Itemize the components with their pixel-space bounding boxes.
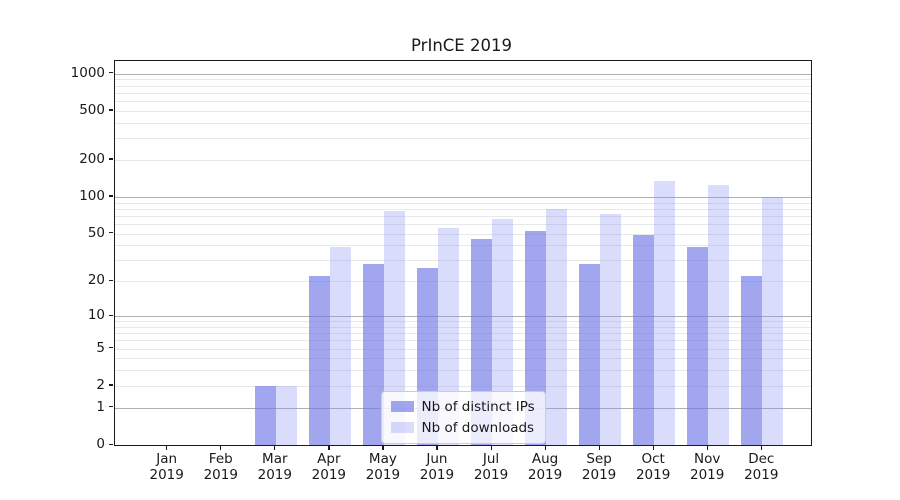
x-tick-label: May 2019	[365, 451, 401, 483]
x-tick-mark	[220, 445, 222, 450]
gridline-minor	[114, 370, 811, 372]
legend-label-downloads: Nb of downloads	[421, 419, 535, 436]
gridline-minor	[114, 340, 811, 342]
x-tick-label: Apr 2019	[311, 451, 347, 483]
gridline-minor	[114, 79, 811, 81]
legend-swatch-distinct-ips-icon	[390, 401, 414, 412]
x-tick-mark	[382, 445, 384, 450]
gridline-major	[114, 73, 811, 75]
bar-downloads	[654, 180, 676, 445]
gridline-minor	[114, 122, 811, 124]
x-tick-mark	[274, 445, 276, 450]
x-tick-label: Dec 2019	[744, 451, 779, 483]
bar-downloads	[383, 210, 405, 445]
y-tick-label: 1	[96, 398, 105, 415]
y-tick-label: 20	[87, 272, 105, 289]
y-tick-label: 500	[79, 101, 105, 118]
x-tick-mark	[328, 445, 330, 450]
y-tick-mark	[109, 384, 113, 386]
gridline-minor	[114, 208, 811, 210]
y-tick-mark	[109, 232, 113, 234]
x-tick-mark	[166, 445, 168, 450]
bar-downloads	[762, 196, 784, 445]
gridline-major	[114, 196, 811, 198]
gridline-minor	[114, 281, 811, 283]
gridline-minor	[114, 224, 811, 226]
bar-distinct-ips	[254, 385, 276, 445]
bar-distinct-ips	[362, 264, 384, 445]
bar-distinct-ips	[579, 264, 601, 445]
gridline-minor	[114, 348, 811, 350]
bar-downloads	[600, 213, 622, 445]
gridline-minor	[114, 110, 811, 112]
bar-downloads	[708, 185, 730, 445]
x-tick-label: Jan 2019	[149, 451, 184, 483]
gridline-minor	[114, 245, 811, 247]
x-tick-mark	[436, 445, 438, 450]
x-tick-mark	[544, 445, 546, 450]
y-tick-label: 100	[79, 187, 105, 204]
gridline-minor	[114, 326, 811, 328]
gridline-minor	[114, 85, 811, 87]
x-tick-label: Jun 2019	[419, 451, 455, 483]
x-tick-label: Mar 2019	[257, 451, 292, 483]
gridline-major	[114, 316, 811, 318]
y-tick-mark	[109, 406, 113, 408]
legend-swatch-downloads-icon	[390, 422, 414, 433]
y-tick-label: 1000	[70, 64, 105, 81]
x-tick-label: Aug 2019	[527, 451, 563, 483]
x-tick-label: Jul 2019	[473, 451, 509, 483]
x-tick-mark	[706, 445, 708, 450]
y-tick-mark	[109, 347, 113, 349]
legend: Nb of distinct IPs Nb of downloads	[380, 390, 546, 444]
y-tick-mark	[109, 279, 113, 282]
x-tick-mark	[652, 445, 654, 450]
gridline-minor	[114, 202, 811, 204]
bar-downloads	[275, 385, 297, 445]
bar-downloads	[492, 219, 513, 445]
gridline-minor	[114, 321, 811, 323]
gridline-minor	[114, 385, 811, 387]
y-tick-mark	[109, 72, 113, 74]
y-tick-mark	[109, 314, 113, 316]
x-tick-label: Nov 2019	[690, 451, 725, 483]
x-tick-label: Sep 2019	[581, 451, 617, 483]
gridline-minor	[114, 215, 811, 217]
gridline-minor	[114, 159, 811, 161]
gridline-minor	[114, 92, 811, 94]
gridline-minor	[114, 233, 811, 235]
y-tick-mark	[109, 109, 113, 111]
y-tick-label: 5	[96, 339, 105, 356]
legend-label-distinct-ips: Nb of distinct IPs	[421, 398, 535, 415]
y-tick-mark	[109, 195, 113, 197]
bar-distinct-ips	[633, 234, 655, 445]
y-tick-mark	[109, 158, 113, 160]
bar-downloads	[329, 246, 351, 445]
legend-item-distinct-ips: Nb of distinct IPs	[390, 398, 535, 415]
legend-item-downloads: Nb of downloads	[390, 419, 535, 436]
bar-distinct-ips	[308, 276, 330, 445]
y-tick-mark	[109, 443, 113, 445]
bar-downloads	[546, 209, 568, 445]
gridline-minor	[114, 260, 811, 262]
y-tick-label: 200	[79, 150, 105, 167]
x-tick-mark	[490, 445, 492, 450]
y-tick-label: 0	[96, 436, 105, 452]
plot-area: Nb of distinct IPs Nb of downloads	[113, 59, 812, 446]
bar-distinct-ips	[741, 276, 763, 445]
chart-title: PrInCE 2019	[411, 36, 512, 55]
y-tick-label: 2	[96, 376, 105, 393]
gridline-minor	[114, 138, 811, 140]
y-tick-label: 10	[87, 307, 105, 324]
gridline-minor	[114, 101, 811, 103]
x-tick-mark	[598, 445, 600, 450]
x-tick-mark	[760, 445, 762, 450]
x-tick-label: Feb 2019	[203, 451, 238, 483]
gridline-minor	[114, 358, 811, 360]
gridline-minor	[114, 333, 811, 335]
x-tick-label: Oct 2019	[635, 451, 671, 483]
bar-distinct-ips	[687, 246, 709, 445]
y-tick-label: 50	[87, 224, 105, 241]
